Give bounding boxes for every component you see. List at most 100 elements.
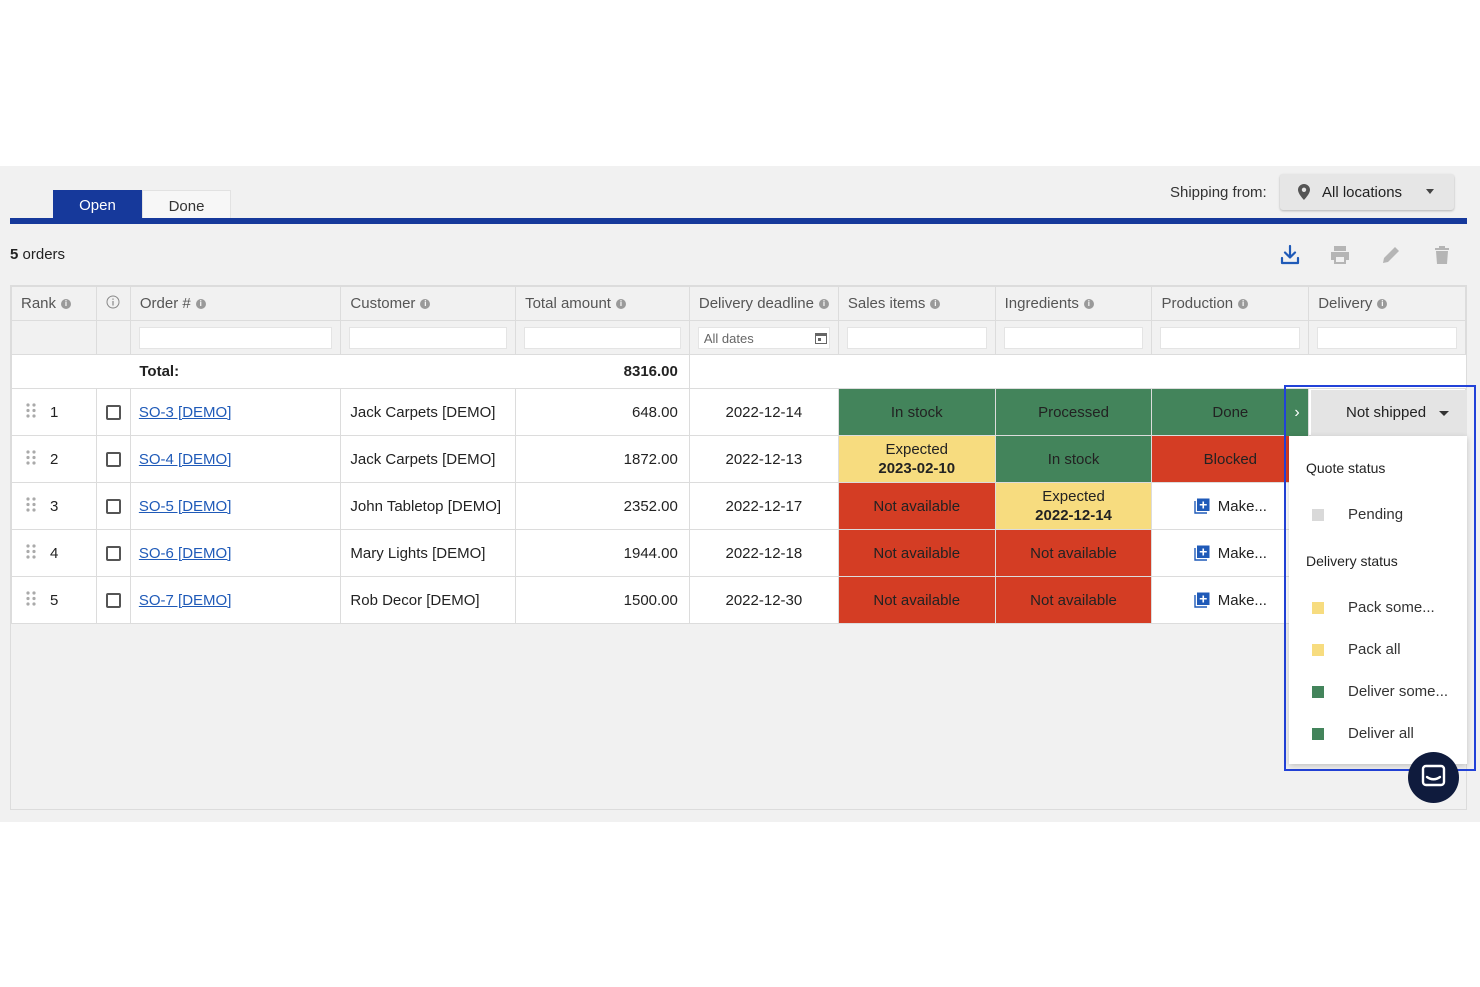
- customer-cell: Rob Decor [DEMO]: [340, 576, 517, 624]
- rank-cell: 1: [11, 388, 97, 436]
- filter-cell: [515, 320, 690, 355]
- dropdown-item-pending[interactable]: Pending: [1312, 506, 1403, 523]
- dropdown-item-label: Deliver all: [1348, 725, 1414, 742]
- sales-label: Not available: [873, 591, 961, 609]
- col-delivery[interactable]: Delivery i: [1308, 286, 1466, 321]
- ingredients-cell[interactable]: Expected 2022-12-14: [994, 482, 1153, 530]
- info-icon: i: [61, 299, 72, 309]
- delivery-status-value: Not shipped: [1346, 404, 1427, 421]
- amount-cell: 1872.00: [515, 435, 690, 483]
- order-link[interactable]: SO-3 [DEMO]: [138, 403, 232, 421]
- ingredients-label: In stock: [1047, 450, 1100, 468]
- amount-cell: 648.00: [515, 388, 690, 436]
- ingredients-cell[interactable]: Not available: [994, 529, 1153, 577]
- drag-handle-icon[interactable]: [26, 543, 50, 563]
- total-row: Total: 8316.00: [11, 354, 1466, 389]
- tab-open[interactable]: Open: [53, 190, 142, 220]
- location-select[interactable]: All locations: [1280, 174, 1454, 210]
- col-customer[interactable]: Customer i: [340, 286, 517, 321]
- filter-cell: [837, 320, 996, 355]
- rank-cell: 2: [11, 435, 97, 483]
- dropdown-item-pack-some[interactable]: Pack some...: [1312, 599, 1435, 616]
- col-rank[interactable]: Rank i: [11, 286, 97, 321]
- drag-handle-icon[interactable]: [26, 402, 50, 422]
- print-icon[interactable]: [1328, 243, 1352, 267]
- order-cell: SO-7 [DEMO]: [129, 576, 342, 624]
- table-row[interactable]: 5 SO-7 [DEMO] Rob Decor [DEMO] 1500.00 2022-…: [11, 576, 1466, 624]
- sales-label: Not available: [873, 497, 961, 515]
- row-checkbox[interactable]: [105, 592, 121, 608]
- row-checkbox[interactable]: [105, 451, 121, 467]
- col-ingredients[interactable]: Ingredients i: [994, 286, 1153, 321]
- order-cell: SO-5 [DEMO]: [129, 482, 342, 530]
- ingredients-cell[interactable]: Processed: [994, 388, 1153, 436]
- row-checkbox[interactable]: [105, 545, 121, 561]
- info-icon: i: [195, 299, 206, 309]
- sales-filter-input[interactable]: [846, 326, 987, 349]
- order-link[interactable]: SO-4 [DEMO]: [138, 450, 232, 468]
- sales-cell[interactable]: Not available: [837, 482, 996, 530]
- dropdown-item-pack-all[interactable]: Pack all: [1312, 641, 1401, 658]
- col-total-amount[interactable]: Total amount i: [515, 286, 690, 321]
- rank-cell: 5: [11, 576, 97, 624]
- total-cell: [688, 354, 839, 389]
- tab-done[interactable]: Done: [142, 190, 231, 220]
- calendar-icon[interactable]: [814, 332, 827, 344]
- sales-cell[interactable]: Not available: [837, 529, 996, 577]
- amount-filter-input[interactable]: [524, 326, 681, 349]
- rank-value: 1: [50, 403, 59, 421]
- table-row[interactable]: 4 SO-6 [DEMO] Mary Lights [DEMO] 1944.00 202…: [11, 529, 1466, 577]
- dropdown-item-deliver-all[interactable]: Deliver all: [1312, 725, 1414, 742]
- total-cell: [1151, 354, 1309, 389]
- sales-label: Not available: [873, 544, 961, 562]
- status-swatch: [1312, 727, 1324, 740]
- ingredients-label: Not available: [1030, 591, 1117, 609]
- order-cell: SO-3 [DEMO]: [129, 388, 342, 436]
- edit-icon[interactable]: [1379, 243, 1403, 267]
- col-info: [95, 286, 131, 321]
- filter-row: All dates: [11, 320, 1466, 355]
- production-filter-input[interactable]: [1160, 326, 1301, 349]
- delivery-filter-input[interactable]: [1317, 326, 1457, 349]
- col-order[interactable]: Order # i: [129, 286, 342, 321]
- download-icon[interactable]: [1278, 243, 1302, 267]
- sales-cell[interactable]: In stock: [837, 388, 996, 436]
- col-production[interactable]: Production i: [1151, 286, 1310, 321]
- table-row[interactable]: 1 SO-3 [DEMO] Jack Carpets [DEMO] 648.00 202…: [11, 388, 1466, 436]
- row-checkbox[interactable]: [105, 404, 121, 420]
- chevron-right-icon[interactable]: ›: [1286, 390, 1308, 436]
- order-link[interactable]: SO-6 [DEMO]: [138, 544, 232, 562]
- trash-icon[interactable]: [1430, 243, 1454, 267]
- sales-cell[interactable]: Not available: [837, 576, 996, 624]
- ingredients-filter-input[interactable]: [1003, 326, 1144, 349]
- col-delivery-deadline[interactable]: Delivery deadline i: [688, 286, 839, 321]
- sales-label: In stock: [890, 403, 943, 421]
- production-label: Make...: [1217, 544, 1267, 562]
- orders-table: Rank i Order # i Customer i Total amount i D…: [11, 286, 1466, 624]
- drag-handle-icon[interactable]: [26, 590, 50, 610]
- delivery-status-select[interactable]: Not shipped: [1311, 390, 1467, 436]
- date-filter-placeholder: All dates: [703, 330, 754, 346]
- status-swatch: [1312, 601, 1324, 614]
- dropdown-item-deliver-some[interactable]: Deliver some...: [1312, 683, 1448, 700]
- chat-button[interactable]: [1408, 752, 1459, 803]
- order-link[interactable]: SO-7 [DEMO]: [138, 591, 232, 609]
- deadline-filter-input[interactable]: All dates: [697, 326, 830, 349]
- production-cell[interactable]: Make...: [1151, 576, 1310, 624]
- production-cell[interactable]: Done: [1151, 388, 1310, 436]
- order-link[interactable]: SO-5 [DEMO]: [138, 497, 232, 515]
- ingredients-cell[interactable]: In stock: [994, 435, 1153, 483]
- drag-handle-icon[interactable]: [26, 496, 50, 516]
- ingredients-cell[interactable]: Not available: [994, 576, 1153, 624]
- sales-cell[interactable]: Expected 2023-02-10: [837, 435, 996, 483]
- orders-grid: Rank i Order # i Customer i Total amount i D…: [10, 285, 1467, 810]
- select-cell: [95, 388, 131, 436]
- drag-handle-icon[interactable]: [26, 449, 50, 469]
- order-filter-input[interactable]: [138, 326, 333, 349]
- table-row[interactable]: 3 SO-5 [DEMO] John Tabletop [DEMO] 2352.00 2…: [11, 482, 1466, 530]
- col-sales-items[interactable]: Sales items i: [837, 286, 996, 321]
- row-checkbox[interactable]: [105, 498, 121, 514]
- table-row[interactable]: 2 SO-4 [DEMO] Jack Carpets [DEMO] 1872.00 20…: [11, 435, 1466, 483]
- customer-filter-input[interactable]: [349, 326, 508, 349]
- filter-cell: [1308, 320, 1466, 355]
